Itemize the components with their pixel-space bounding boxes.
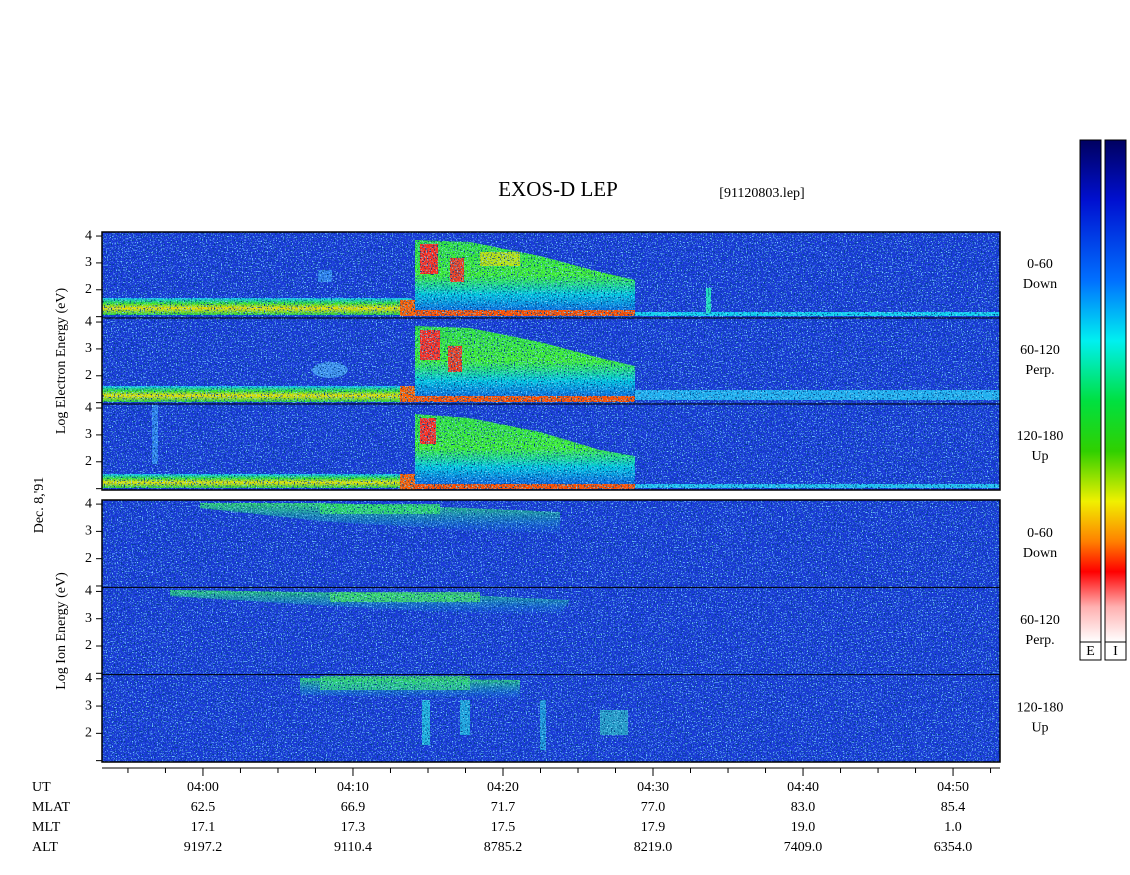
colorbar-label: E bbox=[1086, 644, 1095, 659]
ion-spectrogram bbox=[102, 500, 1000, 762]
y-tick-label: 4 bbox=[85, 671, 92, 686]
y-tick-label: 3 bbox=[85, 341, 92, 356]
x-tick-label: 04:20 bbox=[487, 780, 519, 795]
x-tick-label: 04:40 bbox=[787, 780, 819, 795]
ephemeris-label: MLT bbox=[32, 820, 61, 835]
y-tick-label: 2 bbox=[85, 638, 92, 653]
x-axis-label: UT bbox=[32, 780, 51, 795]
panel-label: 60-120 bbox=[1020, 343, 1060, 358]
y-tick-label: 4 bbox=[85, 496, 92, 511]
ephemeris-value: 83.0 bbox=[791, 800, 816, 815]
y-tick-label: 4 bbox=[85, 400, 92, 415]
x-tick-label: 04:10 bbox=[337, 780, 369, 795]
panel-sublabel: Down bbox=[1023, 277, 1057, 292]
y-tick-label: 3 bbox=[85, 611, 92, 626]
y-tick-label: 3 bbox=[85, 698, 92, 713]
ephemeris-label: MLAT bbox=[32, 800, 71, 815]
ephemeris-value: 9197.2 bbox=[184, 840, 223, 855]
ephemeris-value: 62.5 bbox=[191, 800, 216, 815]
chart-subtitle: [91120803.lep] bbox=[719, 186, 804, 201]
ephemeris-value: 8219.0 bbox=[634, 840, 673, 855]
y-tick-label: 4 bbox=[85, 314, 92, 329]
y-tick-label: 2 bbox=[85, 454, 92, 469]
group-frame bbox=[101, 231, 1001, 491]
ephemeris-value: 19.0 bbox=[791, 820, 816, 835]
panel-sublabel: Up bbox=[1031, 721, 1048, 736]
panel-label: 0-60 bbox=[1027, 526, 1053, 541]
ephemeris-value: 7409.0 bbox=[784, 840, 823, 855]
panel-label: 120-180 bbox=[1017, 701, 1064, 716]
electron-spectrogram bbox=[102, 232, 1000, 490]
y-tick-label: 4 bbox=[85, 584, 92, 599]
x-tick-label: 04:00 bbox=[187, 780, 219, 795]
y-tick-label: 3 bbox=[85, 255, 92, 270]
colorbars bbox=[1079, 139, 1127, 661]
y-tick-label: 4 bbox=[85, 228, 92, 243]
ephemeris-value: 9110.4 bbox=[334, 840, 372, 855]
panel-sublabel: Up bbox=[1031, 449, 1048, 464]
ephemeris-value: 17.1 bbox=[191, 820, 216, 835]
y-tick-label: 2 bbox=[85, 368, 92, 383]
panel-label: 0-60 bbox=[1027, 257, 1053, 272]
panel-sublabel: Perp. bbox=[1025, 633, 1054, 648]
x-tick-label: 04:30 bbox=[637, 780, 669, 795]
chart-title: EXOS-D LEP bbox=[498, 177, 618, 201]
y-tick-label: 3 bbox=[85, 427, 92, 442]
ephemeris-label: ALT bbox=[32, 840, 58, 855]
ephemeris-value: 17.3 bbox=[341, 820, 366, 835]
date-label: Dec. 8,'91 bbox=[32, 477, 47, 534]
colorbar-label: I bbox=[1113, 644, 1118, 659]
y-tick-label: 3 bbox=[85, 524, 92, 539]
y-axis-label: Log Electron Energy (eV) bbox=[54, 288, 69, 435]
y-tick-label: 2 bbox=[85, 282, 92, 297]
panel-sublabel: Perp. bbox=[1025, 363, 1054, 378]
ephemeris-value: 77.0 bbox=[641, 800, 666, 815]
ephemeris-value: 1.0 bbox=[944, 820, 962, 835]
x-tick-label: 04:50 bbox=[937, 780, 969, 795]
panel-sublabel: Down bbox=[1023, 546, 1057, 561]
group-frame bbox=[101, 499, 1001, 763]
panel-label: 120-180 bbox=[1017, 429, 1064, 444]
ephemeris-value: 66.9 bbox=[341, 800, 366, 815]
ephemeris-value: 17.5 bbox=[491, 820, 516, 835]
ephemeris-value: 8785.2 bbox=[484, 840, 523, 855]
y-tick-label: 2 bbox=[85, 551, 92, 566]
ephemeris-value: 17.9 bbox=[641, 820, 666, 835]
y-tick-label: 2 bbox=[85, 726, 92, 741]
ephemeris-value: 85.4 bbox=[941, 800, 966, 815]
panel-label: 60-120 bbox=[1020, 613, 1060, 628]
ephemeris-value: 6354.0 bbox=[934, 840, 973, 855]
ephemeris-value: 71.7 bbox=[491, 800, 516, 815]
y-axis-label: Log Ion Energy (eV) bbox=[54, 572, 69, 690]
